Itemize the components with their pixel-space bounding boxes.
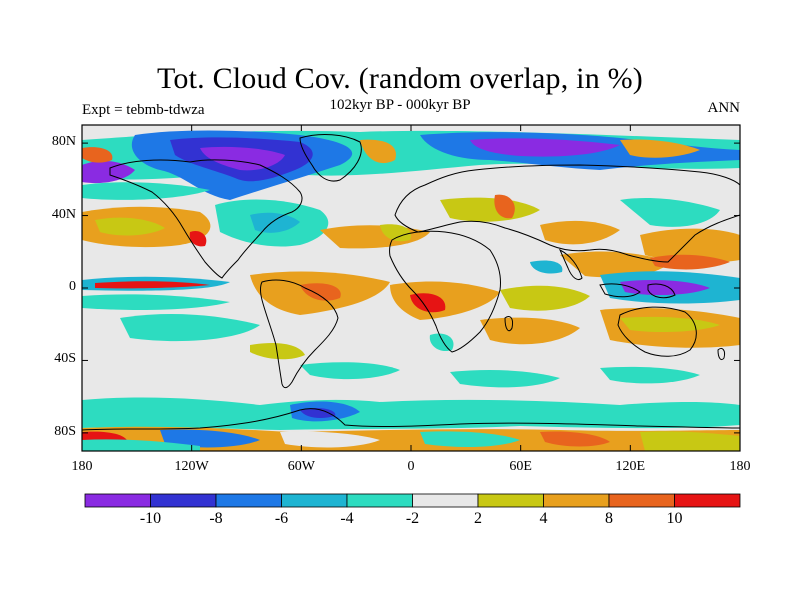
latitude-label: 80S [54, 423, 76, 439]
colorbar-box [543, 493, 610, 508]
colorbar-label: 8 [605, 510, 613, 527]
colorbar-box [477, 493, 544, 508]
colorbar-label: 10 [666, 510, 683, 527]
longitude-label: 180 [729, 459, 751, 474]
colorbar-box [608, 493, 675, 508]
season-label: ANN [707, 100, 741, 116]
latitude-label: 40N [51, 206, 76, 222]
cloud-anomaly-field [82, 125, 740, 451]
coastlines [82, 134, 740, 431]
experiment-label: Expt = tebmb-tdwza [82, 102, 205, 118]
colorbar-label: -10 [139, 510, 162, 527]
colorbar-box [412, 493, 479, 508]
colorbar-box [215, 493, 282, 508]
period-label: 102kyr BP - 000kyr BP [329, 97, 471, 113]
colorbar-box [84, 493, 151, 508]
axis-ticks [81, 125, 741, 451]
map-title: Tot. Cloud Cov. (random overlap, in %) [157, 62, 643, 95]
colorbar-label: 2 [474, 510, 482, 527]
colorbar-label: -8 [209, 510, 223, 527]
colorbar-box [281, 493, 348, 508]
colorbar-label: -6 [274, 510, 289, 527]
latitude-label: 80N [51, 134, 76, 150]
colorbar-box [674, 493, 741, 508]
colorbar [84, 493, 741, 508]
latitude-label: 0 [69, 279, 76, 294]
longitude-label: 180 [71, 459, 93, 474]
colorbar-label: -4 [340, 510, 354, 527]
longitude-label: 0 [407, 459, 415, 474]
colorbar-label: -2 [405, 510, 420, 527]
colorbar-box [346, 493, 413, 508]
longitude-label: 120E [615, 459, 646, 474]
longitude-label: 60E [509, 459, 532, 474]
longitude-label: 120W [174, 459, 209, 474]
longitude-label: 60W [287, 459, 315, 474]
colorbar-label: 4 [539, 510, 548, 527]
colorbar-box [150, 493, 217, 508]
latitude-label: 40S [54, 351, 76, 367]
